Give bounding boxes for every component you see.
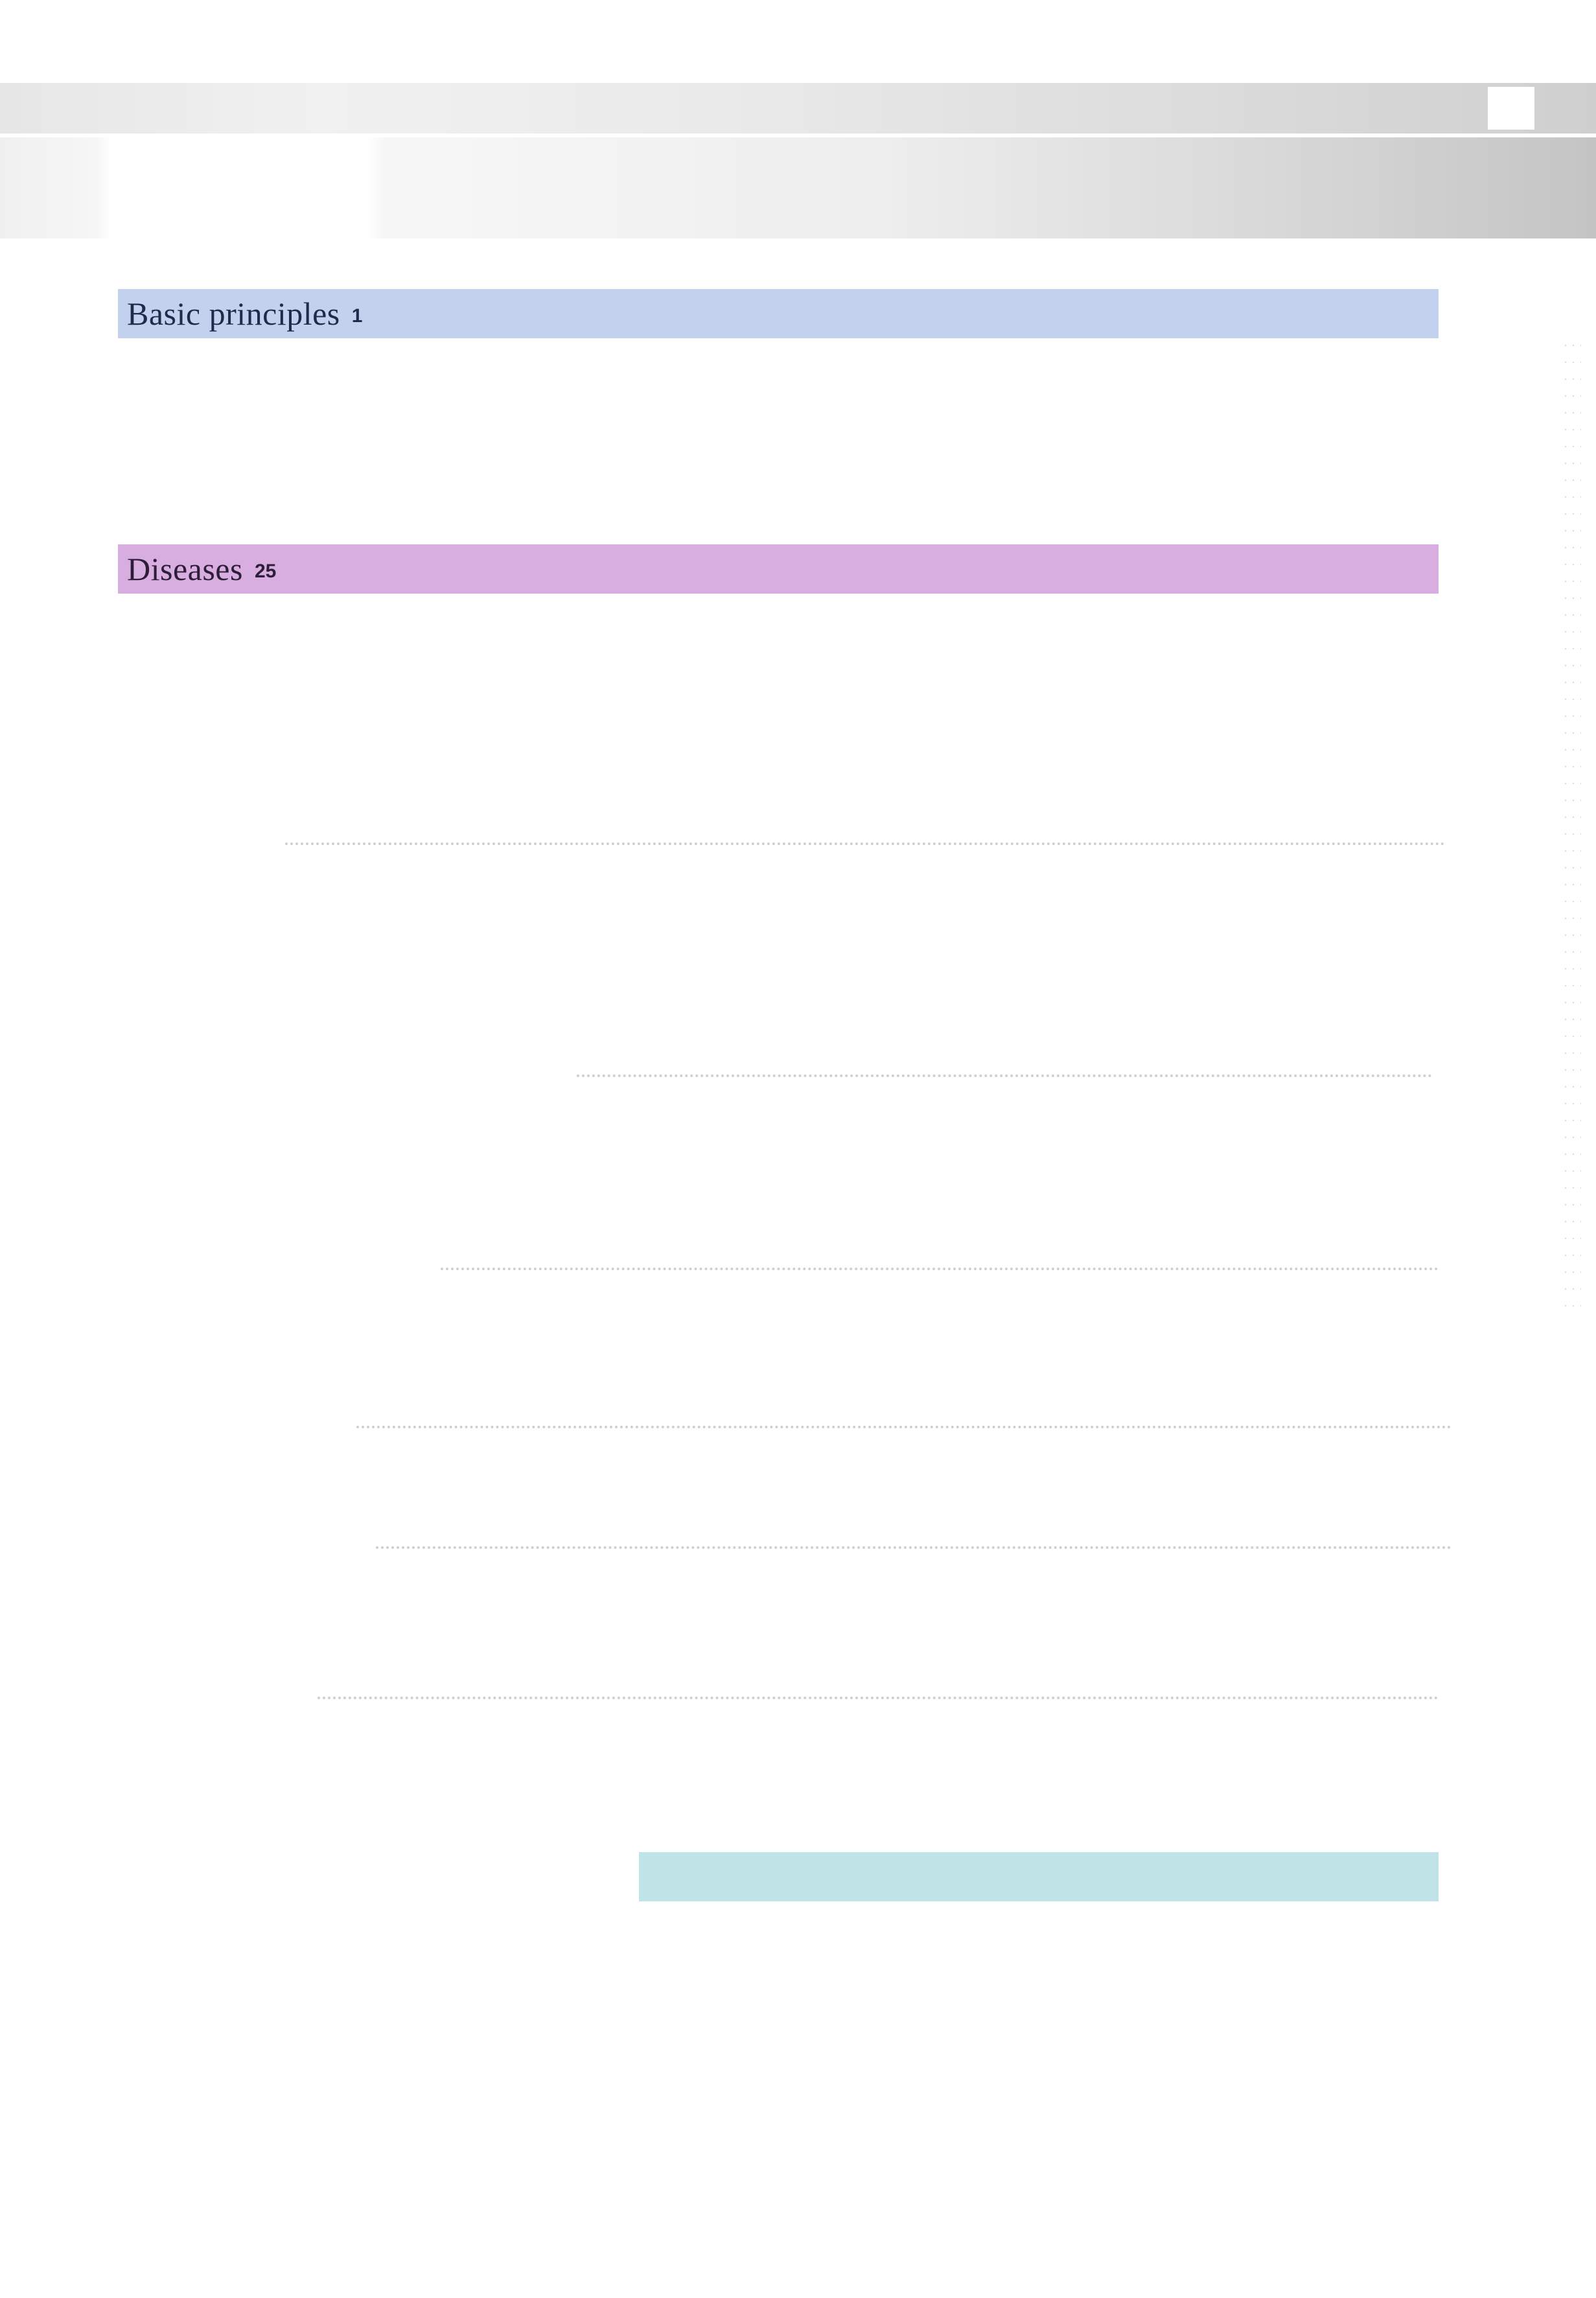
- section-heading-diseases[interactable]: Diseases 25: [118, 544, 1439, 594]
- section-title: Basic principles: [127, 296, 340, 332]
- faint-dotted-line: [356, 1426, 1451, 1432]
- scan-shadow-band: [0, 83, 1596, 133]
- scan-gradient-band: [0, 137, 1596, 238]
- scan-edge-speckle: [1562, 337, 1581, 1309]
- section-heading-bar: [639, 1852, 1439, 1901]
- faint-dotted-line: [441, 1268, 1439, 1274]
- section-page-number: 25: [254, 561, 277, 582]
- faint-dotted-line: [318, 1697, 1439, 1703]
- section-title: Diseases: [127, 551, 243, 587]
- scan-shadow-notch: [1488, 87, 1534, 130]
- section-page-number: 1: [351, 305, 363, 327]
- faint-dotted-line: [285, 842, 1445, 849]
- faint-dotted-line: [376, 1546, 1451, 1553]
- section-heading-basic-principles[interactable]: Basic principles 1: [118, 289, 1439, 338]
- faint-dotted-line: [577, 1074, 1432, 1081]
